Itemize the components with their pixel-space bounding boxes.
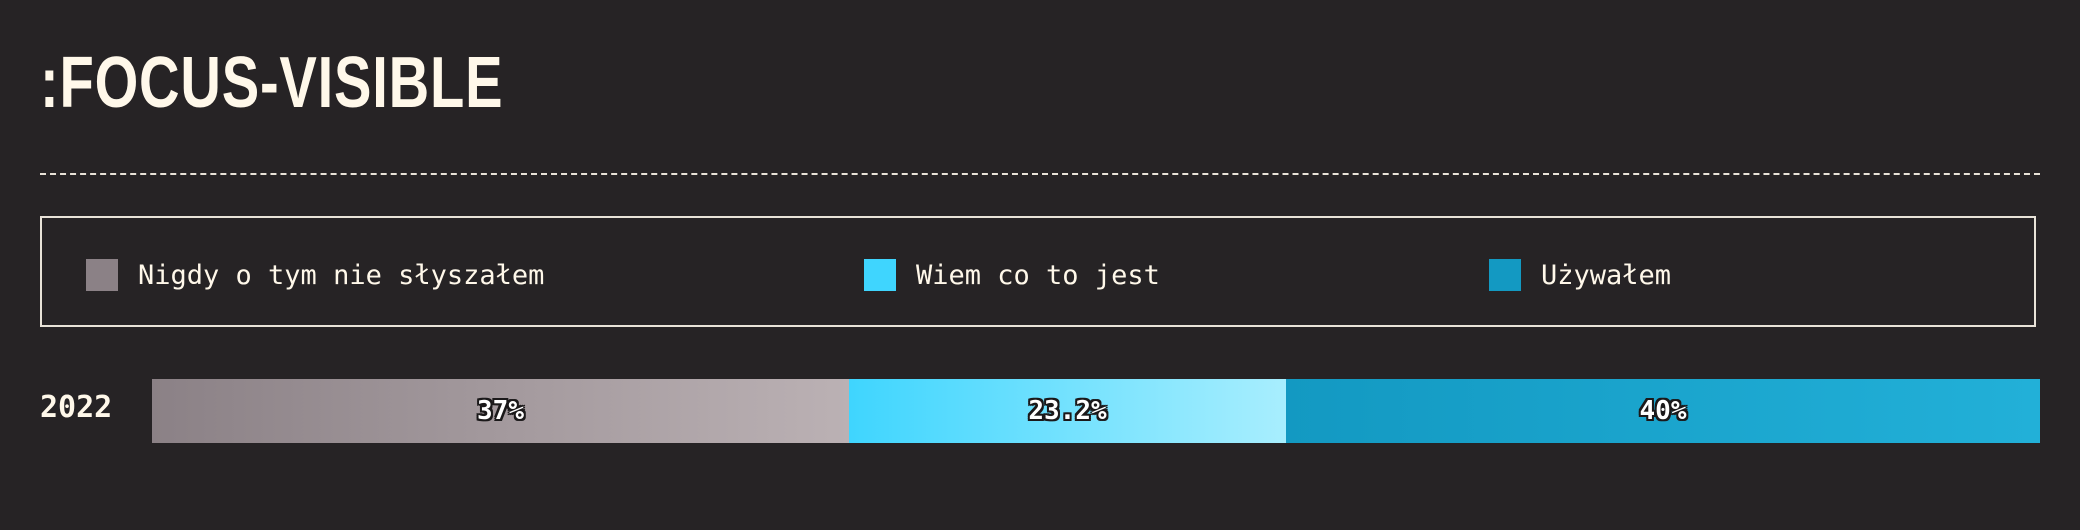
legend-label-know-what-it-is: Wiem co to jest [916, 259, 1160, 291]
legend-swatch-never-heard [86, 259, 118, 291]
legend-swatch-used-it [1489, 259, 1521, 291]
legend-item-never-heard[interactable]: Nigdy o tym nie słyszałem [86, 259, 544, 291]
bar-segment-used-it[interactable]: 40% [1286, 379, 2040, 443]
legend-label-used-it: Używałem [1541, 259, 1672, 291]
row-label-2022: 2022 [40, 390, 113, 425]
stacked-bar-2022: 37% 23.2% 40% [152, 379, 2040, 443]
bar-value-never-heard: 37% [477, 396, 524, 426]
legend-item-know-what-it-is[interactable]: Wiem co to jest [864, 259, 1160, 291]
legend-swatch-know-what-it-is [864, 259, 896, 291]
legend: Nigdy o tym nie słyszałem Wiem co to jes… [40, 216, 2036, 327]
legend-label-never-heard: Nigdy o tym nie słyszałem [138, 259, 545, 291]
bar-segment-know-what-it-is[interactable]: 23.2% [849, 379, 1286, 443]
chart-title: :FOCUS-VISIBLE [40, 43, 504, 123]
dashed-divider [40, 173, 2040, 175]
bar-value-used-it: 40% [1639, 396, 1687, 426]
bar-value-know-what-it-is: 23.2% [1028, 396, 1107, 426]
bar-segment-never-heard[interactable]: 37% [152, 379, 849, 443]
legend-item-used-it[interactable]: Używałem [1489, 259, 1671, 291]
